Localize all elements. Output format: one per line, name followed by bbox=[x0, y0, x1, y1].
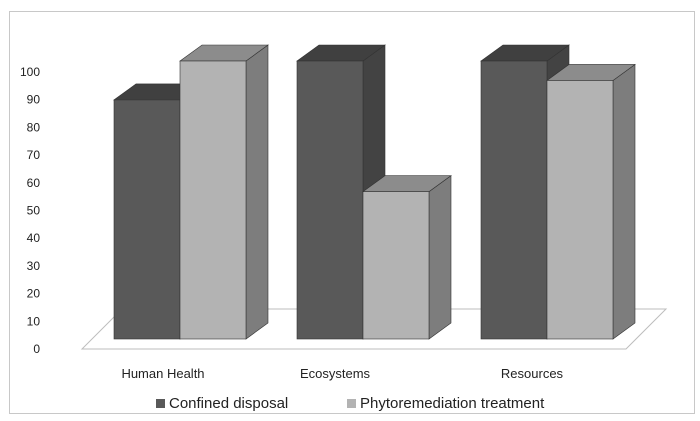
legend-item: Phytoremediation treatment bbox=[347, 395, 545, 412]
y-tick-label: 20 bbox=[27, 287, 41, 301]
legend: Confined disposal Phytoremediation treatm… bbox=[156, 395, 545, 412]
x-category-label: Resources bbox=[501, 366, 564, 381]
y-axis-ticks: 0 10 20 30 40 50 60 70 80 90 100 bbox=[20, 65, 40, 356]
y-tick-label: 50 bbox=[27, 204, 41, 218]
x-category-label: Human Health bbox=[121, 366, 204, 381]
bar-front-face bbox=[546, 80, 614, 340]
bar-phytoremediation-treatment-ecosystems bbox=[362, 175, 452, 340]
y-tick-label: 90 bbox=[27, 93, 41, 107]
y-tick-label: 80 bbox=[27, 120, 41, 134]
legend-label: Confined disposal bbox=[169, 395, 288, 412]
y-tick-label: 0 bbox=[33, 342, 40, 356]
y-tick-label: 30 bbox=[27, 259, 41, 273]
y-tick-label: 10 bbox=[27, 314, 41, 328]
bar-phytoremediation-treatment-human-health bbox=[179, 44, 269, 340]
x-axis-categories: Human Health Ecosystems Resources bbox=[121, 366, 563, 381]
legend-item: Confined disposal bbox=[156, 395, 288, 412]
bar-side-face bbox=[245, 44, 269, 340]
legend-swatch bbox=[347, 399, 356, 408]
bar-front-face bbox=[113, 99, 181, 340]
x-category-label: Ecosystems bbox=[300, 366, 371, 381]
bar-front-face bbox=[296, 60, 364, 340]
y-tick-label: 70 bbox=[27, 148, 41, 162]
y-tick-label: 100 bbox=[20, 65, 40, 79]
chart-frame bbox=[9, 11, 695, 414]
bar-front-face bbox=[179, 60, 247, 340]
legend-swatch bbox=[156, 399, 165, 408]
y-tick-label: 60 bbox=[27, 176, 41, 190]
bar-front-face bbox=[480, 60, 548, 340]
y-tick-label: 40 bbox=[27, 231, 41, 245]
bar-side-face bbox=[612, 63, 636, 340]
bar-phytoremediation-treatment-resources bbox=[546, 63, 636, 340]
legend-label: Phytoremediation treatment bbox=[360, 395, 545, 412]
bar-side-face bbox=[428, 175, 452, 340]
bars bbox=[113, 44, 636, 340]
bar-front-face bbox=[362, 191, 430, 340]
